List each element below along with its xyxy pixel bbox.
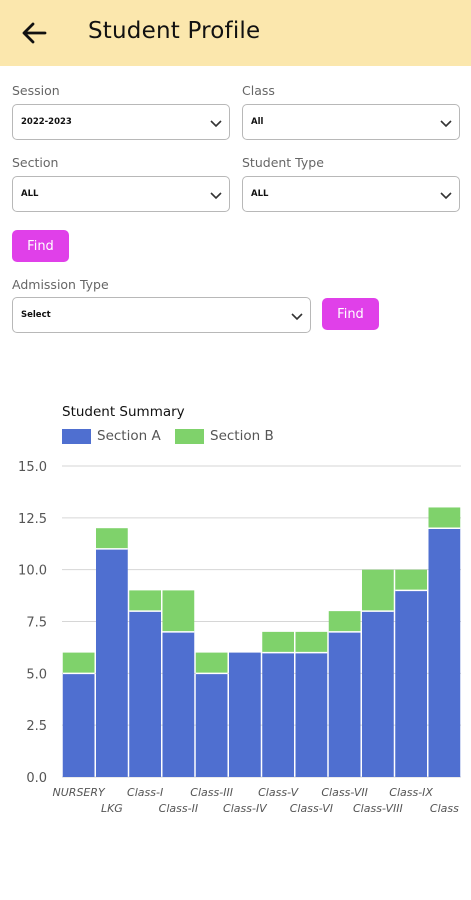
bar-section-b <box>262 631 294 653</box>
x-tick-label: Class-III <box>190 786 233 799</box>
back-button[interactable] <box>18 17 50 49</box>
admission-type-value: Select <box>21 310 51 320</box>
y-tick-label: 15.0 <box>18 460 47 475</box>
bar-section-a <box>428 528 461 777</box>
bar-section-b <box>395 569 427 591</box>
legend-swatch <box>175 428 204 444</box>
student-type-label: Student Type <box>242 155 324 170</box>
bar-section-b <box>362 569 394 612</box>
bar-section-a <box>195 673 228 777</box>
bar-section-b <box>129 590 161 612</box>
app-bar: Student Profile <box>0 0 471 66</box>
bar-section-a <box>262 652 294 777</box>
legend-item-section-b[interactable]: Section B <box>175 428 274 444</box>
y-tick-label: 10.0 <box>18 564 47 579</box>
section-value: ALL <box>21 189 39 199</box>
bar-section-b <box>295 631 328 653</box>
x-tick-label: Class-IV <box>223 802 268 815</box>
admission-type-select[interactable]: Select <box>12 297 311 333</box>
x-tick-label: Class-IX <box>389 786 433 799</box>
student-type-select[interactable]: ALL <box>242 176 460 212</box>
bar-section-b <box>195 652 228 674</box>
y-tick-label: 2.5 <box>26 719 47 734</box>
x-tick-label: Class-V <box>258 786 299 799</box>
session-value: 2022-2023 <box>21 117 72 127</box>
legend-label: Section B <box>210 428 274 444</box>
y-tick-label: 5.0 <box>26 667 47 682</box>
x-tick-label: NURSERY <box>53 786 106 799</box>
bar-section-b <box>96 528 128 549</box>
bar-section-a <box>62 673 95 777</box>
bar-section-a <box>162 631 195 777</box>
bar-section-a <box>96 548 128 777</box>
y-tick-label: 0.0 <box>26 771 47 786</box>
bar-section-a <box>129 611 161 777</box>
class-select[interactable]: All <box>242 104 460 140</box>
bar-section-a <box>362 611 394 777</box>
legend-label: Section A <box>97 428 161 444</box>
x-tick-label: Class <box>430 802 459 815</box>
bar-section-a <box>395 590 427 777</box>
bar-section-b <box>328 611 361 632</box>
legend-swatch <box>62 428 91 444</box>
bar-section-b <box>162 590 195 632</box>
x-tick-label: Class-VII <box>321 786 367 799</box>
bar-section-b <box>428 507 461 529</box>
legend-item-section-a[interactable]: Section A <box>62 428 161 444</box>
chevron-down-icon <box>210 120 222 128</box>
bar-section-a <box>295 652 328 777</box>
x-tick-label: Class-VI <box>290 802 333 815</box>
session-select[interactable]: 2022-2023 <box>12 104 230 140</box>
chevron-down-icon <box>440 192 452 200</box>
page-title: Student Profile <box>88 18 261 44</box>
find-button[interactable]: Find <box>12 230 69 262</box>
y-tick-label: 7.5 <box>26 616 47 631</box>
chevron-down-icon <box>440 120 452 128</box>
bar-section-a <box>328 631 361 777</box>
chevron-down-icon <box>210 192 222 200</box>
y-tick-label: 12.5 <box>18 512 47 527</box>
student-type-value: ALL <box>251 189 269 199</box>
x-tick-label: Class-I <box>127 786 163 799</box>
bar-section-a <box>229 652 261 777</box>
admission-type-label: Admission Type <box>12 277 109 292</box>
bar-section-b <box>62 652 95 674</box>
section-select[interactable]: ALL <box>12 176 230 212</box>
chevron-down-icon <box>291 313 303 321</box>
admission-find-button[interactable]: Find <box>322 298 379 330</box>
class-value: All <box>251 117 264 127</box>
chart-title: Student Summary <box>62 404 185 420</box>
x-tick-label: Class-II <box>159 802 198 815</box>
class-label: Class <box>242 83 275 98</box>
section-label: Section <box>12 155 59 170</box>
x-tick-label: Class-VIII <box>353 802 403 815</box>
x-tick-label: LKG <box>101 802 123 815</box>
session-label: Session <box>12 83 60 98</box>
arrow-left-icon <box>22 22 47 44</box>
